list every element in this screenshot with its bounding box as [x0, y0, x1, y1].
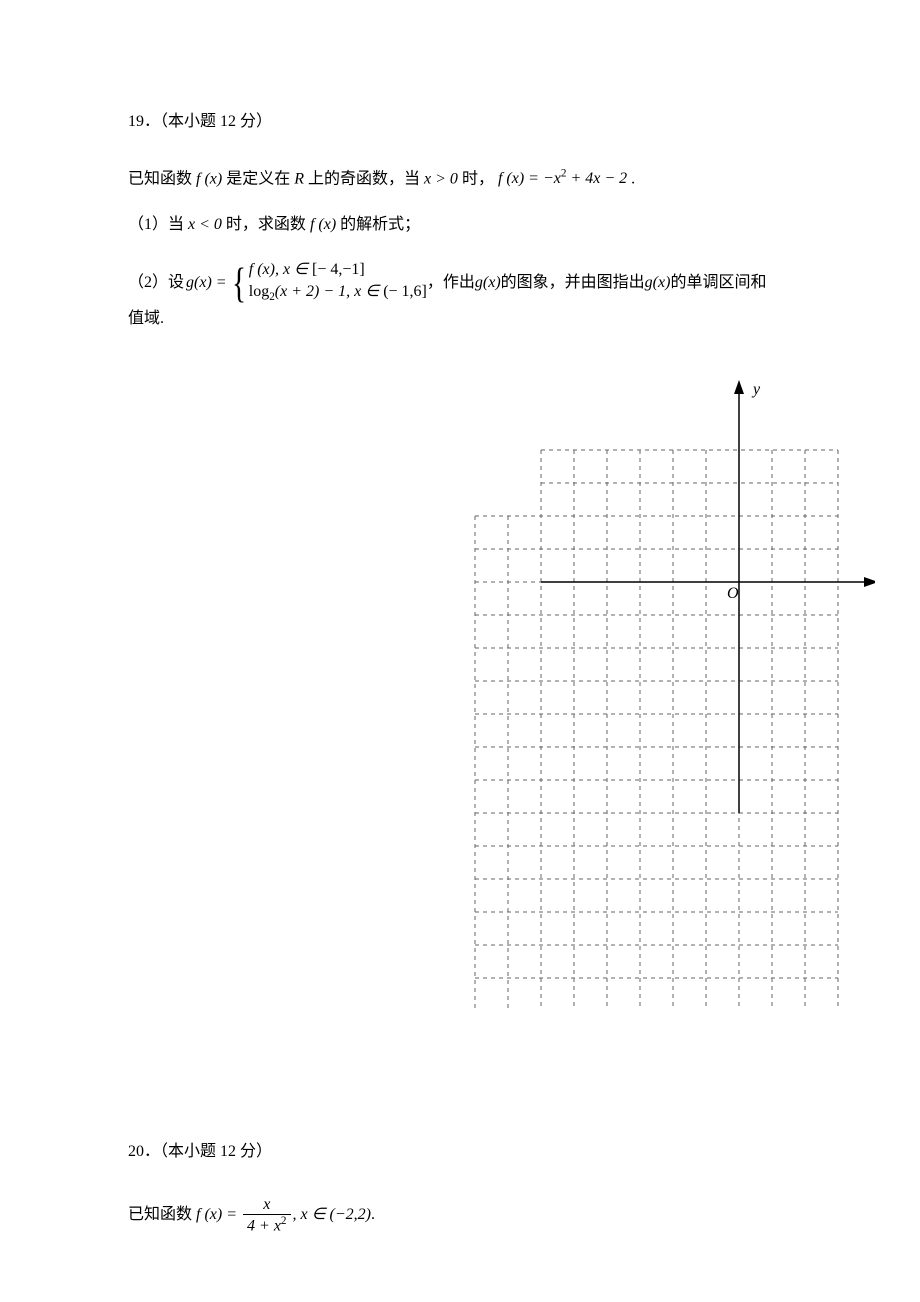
q19-stem-mid2: 上的奇函数，当 — [304, 170, 424, 187]
q19-p2-g2: g(x) — [475, 271, 501, 295]
q19-header: 19．（本小题 12 分） — [128, 110, 848, 134]
q19-p2-after2: 的图象，并由图指出 — [501, 271, 645, 295]
q19-case2-interval: (− 1,6] — [383, 283, 427, 300]
q20-domain: , x ∈ (−2,2) — [293, 1203, 372, 1227]
q19-p1-end: 的解析式； — [336, 216, 420, 233]
q20-stem: 已知函数 f (x) = x 4 + x2 , x ∈ (−2,2) . — [128, 1196, 848, 1235]
q19-p2-line2: 值域. — [128, 307, 848, 331]
q19-case1-interval: [− 4,−1] — [312, 261, 365, 278]
q19-p1: （1）当 x < 0 时，求函数 f (x) 的解析式； — [128, 213, 848, 237]
q20-frac-den-pre: 4 + x — [247, 1217, 281, 1234]
q20-stem-f: f (x) = — [196, 1203, 237, 1227]
q19-p2-g: g(x) = — [186, 271, 227, 295]
q19-cases: f (x), x ∈ [− 4,−1] log2(x + 2) − 1, x ∈… — [249, 259, 427, 308]
q19-p1-f: f (x) — [310, 216, 336, 233]
q20-header: 20．（本小题 12 分） — [128, 1140, 848, 1164]
q19-stem: 已知函数 f (x) 是定义在 R 上的奇函数，当 x > 0 时， f (x)… — [128, 166, 848, 191]
q19-p1-cond: x < 0 — [188, 216, 222, 233]
q19-p2-after3: 的单调区间和 — [670, 271, 766, 295]
coordinate-grid-figure: yxO — [465, 370, 875, 1010]
q19-p1-mid: 时，求函数 — [222, 216, 310, 233]
q19-p2-after1: ，作出 — [427, 271, 475, 295]
svg-text:O: O — [727, 585, 739, 602]
q19-case1: f (x), x ∈ [− 4,−1] — [249, 261, 365, 278]
q19-case2: log2(x + 2) − 1, x ∈ (− 1,6] — [249, 283, 427, 300]
q19-p2-line2-text: 值域. — [128, 310, 164, 327]
q19-stem-cond: x > 0 — [424, 170, 458, 187]
q20-frac-den: 4 + x2 — [243, 1215, 291, 1235]
q20-frac-num: x — [243, 1196, 291, 1215]
q19-stem-prefix: 已知函数 — [128, 170, 196, 187]
q20-stem-end: . — [371, 1203, 375, 1227]
q19-stem-f: f (x) — [196, 170, 222, 187]
q19-piecewise: { f (x), x ∈ [− 4,−1] log2(x + 2) − 1, x… — [229, 259, 427, 307]
q19-p1-prefix: （1）当 — [128, 216, 188, 233]
q19-case2-log: log — [249, 283, 269, 300]
svg-text:y: y — [751, 381, 761, 398]
q20-fraction: x 4 + x2 — [243, 1196, 291, 1235]
q19-p2-g3: g(x) — [645, 271, 671, 295]
grid-svg: yxO — [465, 370, 875, 1010]
q19-stem-mid3: 时， — [458, 170, 498, 187]
q19-case1-fx: f (x), x ∈ — [249, 261, 308, 278]
q19-stem-R: R — [294, 170, 304, 187]
q19-header-text: 19．（本小题 12 分） — [128, 113, 272, 130]
q19-stem-end: . — [627, 170, 635, 187]
q19-brace: { — [232, 260, 246, 308]
q19-p2-line1: （2）设 g(x) = { f (x), x ∈ [− 4,−1] log2(x… — [128, 259, 848, 307]
q20-header-text: 20．（本小题 12 分） — [128, 1143, 272, 1160]
q20-stem-prefix: 已知函数 — [128, 1203, 192, 1227]
q19-case2-rest: (x + 2) − 1, x ∈ — [275, 283, 379, 300]
q20-frac-den-sup: 2 — [281, 1215, 287, 1227]
q19-stem-mid1: 是定义在 — [222, 170, 294, 187]
q19-stem-expr: f (x) = −x2 + 4x − 2 — [498, 170, 627, 187]
q19-p2-prefix: （2）设 — [128, 271, 184, 295]
